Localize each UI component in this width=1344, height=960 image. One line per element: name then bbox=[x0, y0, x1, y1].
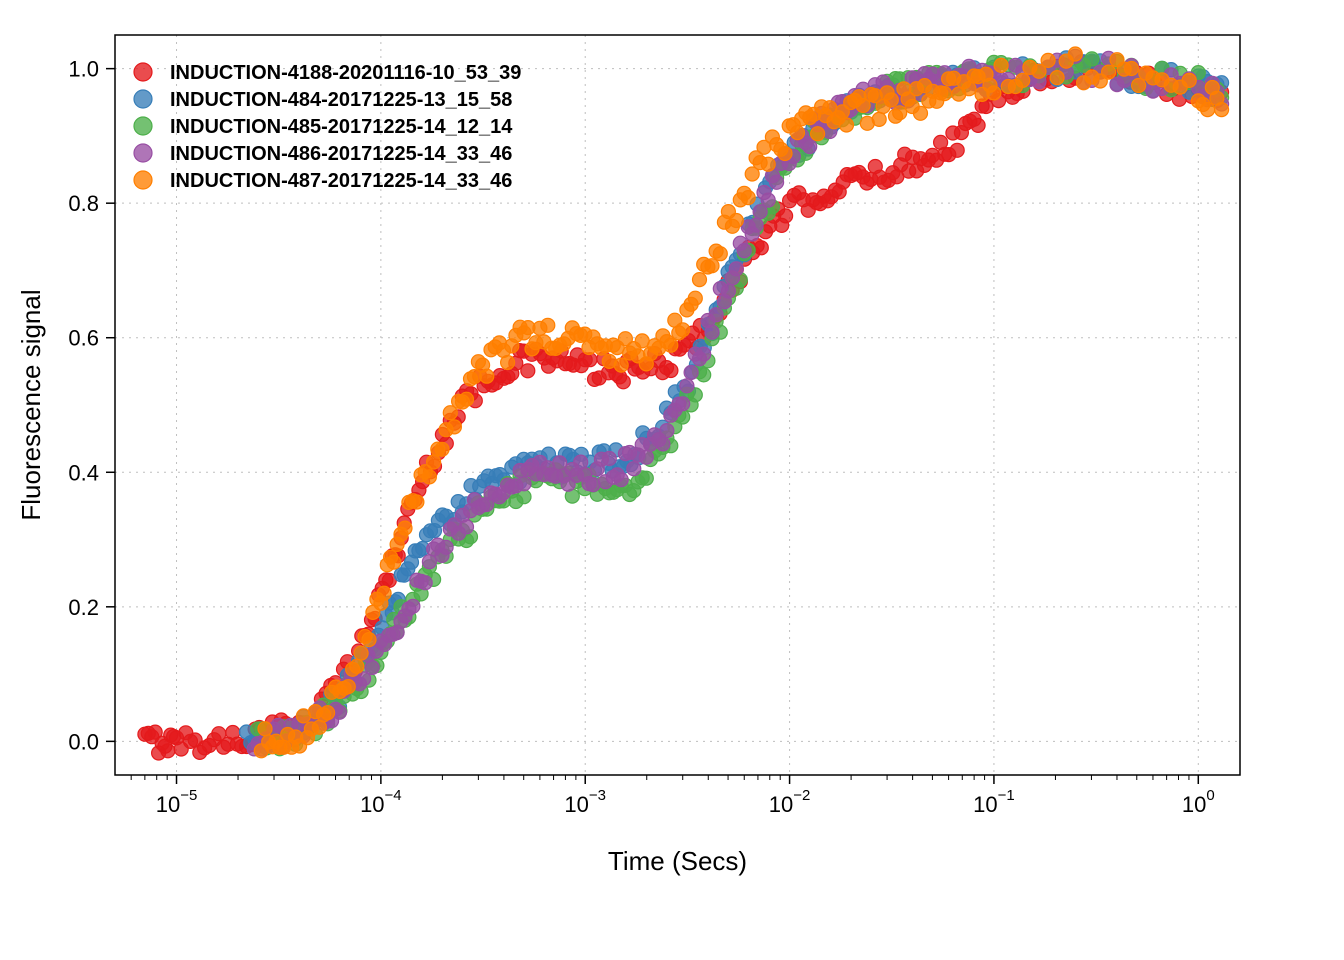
ytick-label: 0.0 bbox=[68, 729, 99, 754]
ytick-label: 0.2 bbox=[68, 595, 99, 620]
ytick-label: 0.4 bbox=[68, 460, 99, 485]
legend-label: INDUCTION-484-20171225-13_15_58 bbox=[170, 89, 512, 111]
legend: INDUCTION-4188-20201116-10_53_39 INDUCTIO… bbox=[134, 62, 521, 192]
fluorescence-chart: 10−510−410−310−210−11000.00.20.40.60.81.… bbox=[0, 0, 1344, 960]
ytick-label: 1.0 bbox=[68, 57, 99, 82]
legend-label: INDUCTION-486-20171225-14_33_46 bbox=[170, 143, 512, 165]
legend-marker bbox=[134, 144, 152, 162]
legend-marker bbox=[134, 63, 152, 81]
chart-svg: 10−510−410−310−210−11000.00.20.40.60.81.… bbox=[0, 0, 1344, 960]
legend-marker bbox=[134, 117, 152, 135]
legend-label: INDUCTION-4188-20201116-10_53_39 bbox=[170, 62, 521, 84]
legend-marker bbox=[134, 90, 152, 108]
ytick-label: 0.8 bbox=[68, 191, 99, 216]
x-axis-label: Time (Secs) bbox=[608, 846, 747, 876]
legend-marker bbox=[134, 171, 152, 189]
legend-label: INDUCTION-485-20171225-14_12_14 bbox=[170, 116, 513, 138]
y-axis-label: Fluorescence signal bbox=[16, 289, 46, 520]
legend-label: INDUCTION-487-20171225-14_33_46 bbox=[170, 170, 512, 192]
ytick-label: 0.6 bbox=[68, 326, 99, 351]
